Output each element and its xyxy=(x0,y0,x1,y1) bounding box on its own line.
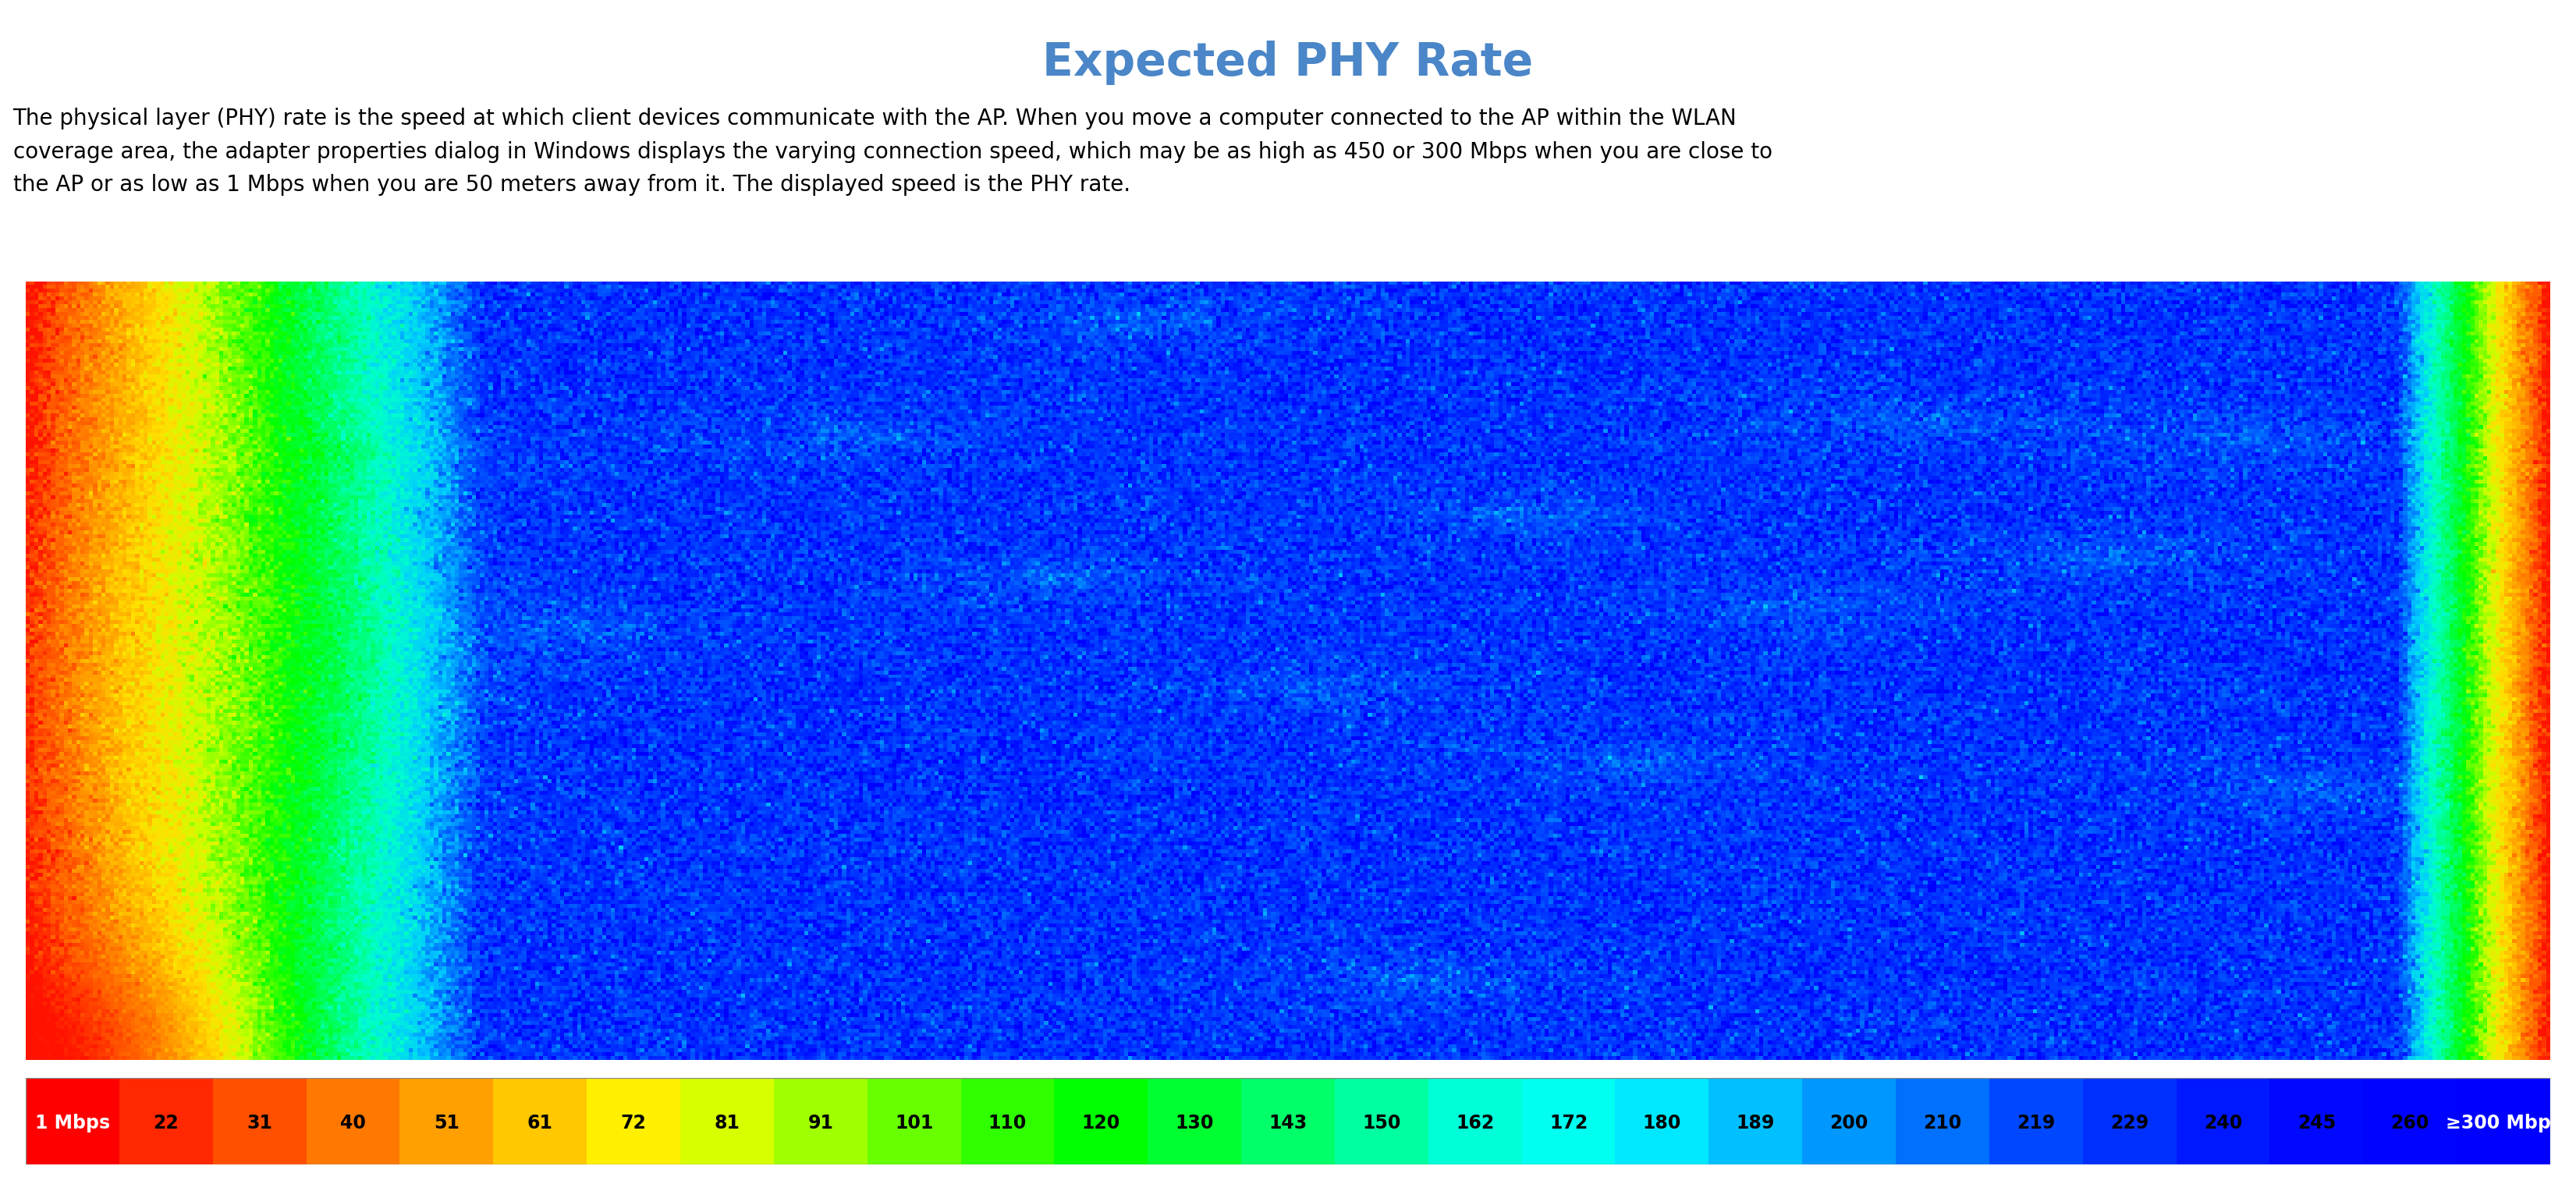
Text: 91: 91 xyxy=(809,1114,832,1132)
Text: 240: 240 xyxy=(2205,1114,2241,1132)
Bar xyxy=(1522,1078,1615,1164)
Bar xyxy=(773,1078,868,1164)
Text: 219: 219 xyxy=(2017,1114,2056,1132)
Text: 200: 200 xyxy=(1829,1114,1868,1132)
Text: 229: 229 xyxy=(2110,1114,2148,1132)
Bar xyxy=(2269,1078,2362,1164)
Bar xyxy=(680,1078,773,1164)
Bar xyxy=(1615,1078,1708,1164)
Text: 189: 189 xyxy=(1736,1114,1775,1132)
Bar xyxy=(2458,1078,2550,1164)
Text: 1 Mbps: 1 Mbps xyxy=(36,1114,111,1132)
Bar xyxy=(1242,1078,1334,1164)
Text: The physical layer (PHY) rate is the speed at which client devices communicate w: The physical layer (PHY) rate is the spe… xyxy=(13,108,1772,195)
Bar xyxy=(26,1078,118,1164)
Text: 260: 260 xyxy=(2391,1114,2429,1132)
Text: ≥300 Mbps: ≥300 Mbps xyxy=(2445,1114,2561,1132)
Text: 172: 172 xyxy=(1548,1114,1587,1132)
Text: 120: 120 xyxy=(1082,1114,1121,1132)
Text: 81: 81 xyxy=(714,1114,739,1132)
Bar xyxy=(492,1078,587,1164)
Text: 51: 51 xyxy=(433,1114,459,1132)
Text: 110: 110 xyxy=(989,1114,1028,1132)
Text: 210: 210 xyxy=(1924,1114,1963,1132)
Bar xyxy=(1054,1078,1149,1164)
Bar xyxy=(399,1078,492,1164)
Text: 61: 61 xyxy=(528,1114,554,1132)
Bar xyxy=(1149,1078,1242,1164)
Text: 143: 143 xyxy=(1270,1114,1306,1132)
Bar xyxy=(1803,1078,1896,1164)
Text: 31: 31 xyxy=(247,1114,273,1132)
Bar xyxy=(214,1078,307,1164)
Bar xyxy=(1896,1078,1989,1164)
Text: Expected PHY Rate: Expected PHY Rate xyxy=(1043,41,1533,85)
Bar xyxy=(1334,1078,1427,1164)
Bar xyxy=(2084,1078,2177,1164)
Text: 245: 245 xyxy=(2298,1114,2336,1132)
Text: 180: 180 xyxy=(1643,1114,1682,1132)
Bar xyxy=(1708,1078,1803,1164)
Bar xyxy=(307,1078,399,1164)
Bar xyxy=(2177,1078,2269,1164)
Bar xyxy=(1427,1078,1522,1164)
Text: 162: 162 xyxy=(1455,1114,1494,1132)
Text: 72: 72 xyxy=(621,1114,647,1132)
Bar xyxy=(118,1078,214,1164)
Text: 130: 130 xyxy=(1175,1114,1213,1132)
Bar xyxy=(587,1078,680,1164)
Bar xyxy=(1989,1078,2084,1164)
Text: 150: 150 xyxy=(1363,1114,1401,1132)
Text: 101: 101 xyxy=(894,1114,933,1132)
Bar xyxy=(2362,1078,2458,1164)
Bar xyxy=(961,1078,1054,1164)
Text: 40: 40 xyxy=(340,1114,366,1132)
Text: 22: 22 xyxy=(152,1114,178,1132)
Bar xyxy=(868,1078,961,1164)
